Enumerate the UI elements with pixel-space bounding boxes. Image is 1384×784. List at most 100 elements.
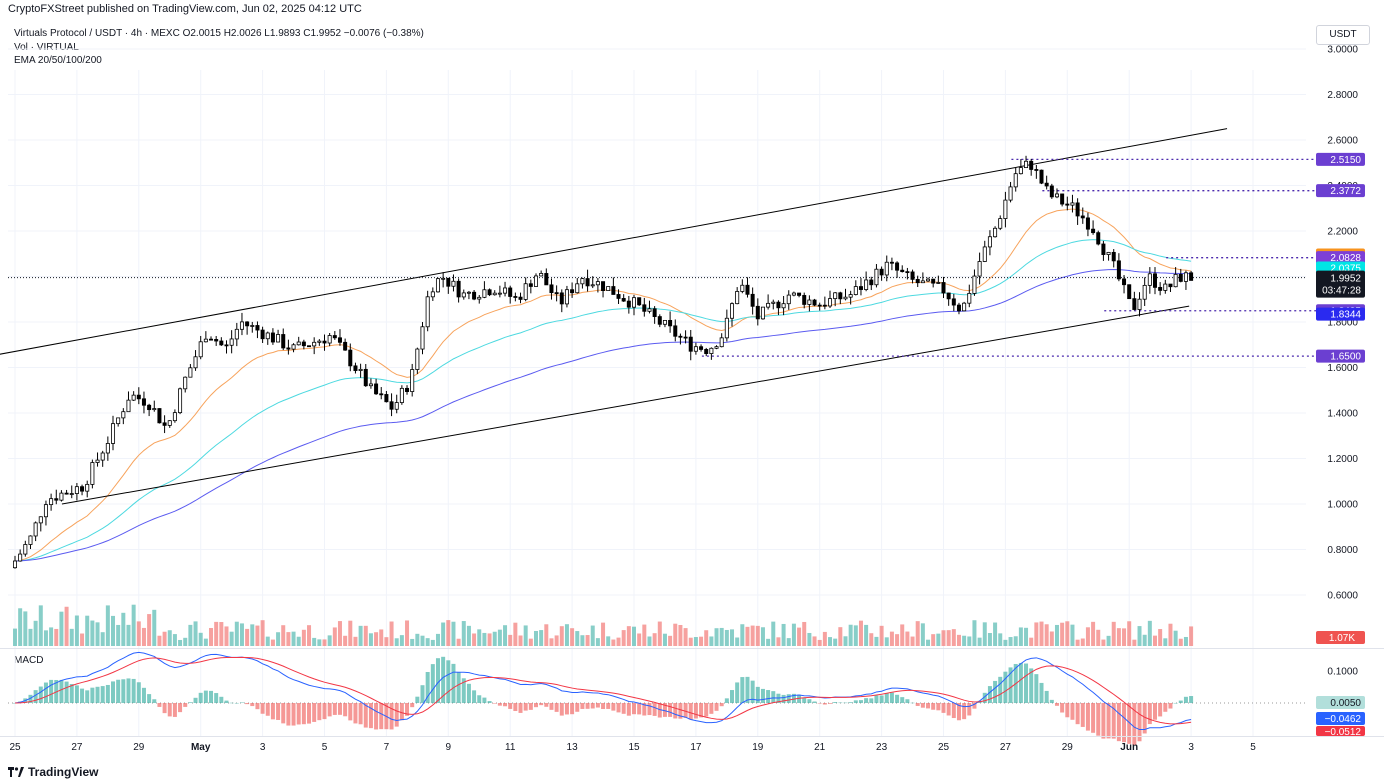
- candle-body: [1168, 283, 1173, 288]
- candle-body: [544, 273, 549, 286]
- macd-histogram-bar: [652, 703, 657, 716]
- price-tag: [1316, 349, 1365, 363]
- volume-bar: [482, 632, 487, 646]
- macd-indicator-label[interactable]: MACD: [14, 655, 44, 666]
- macd-histogram-bar: [198, 692, 203, 703]
- candle-body: [95, 459, 100, 463]
- macd-histogram-bar: [1142, 703, 1147, 734]
- macd-histogram-bar: [513, 703, 518, 712]
- candle-body: [1018, 167, 1023, 175]
- tradingview-footer[interactable]: TradingView: [8, 765, 98, 780]
- time-tick-label: May: [191, 742, 211, 753]
- volume-bar: [389, 621, 394, 646]
- volume-bar: [415, 633, 420, 646]
- volume-bar: [157, 635, 162, 646]
- volume-bar: [162, 631, 167, 646]
- macd-histogram-bar: [214, 693, 219, 703]
- candle-body: [1013, 173, 1018, 188]
- candle-body: [415, 348, 420, 370]
- volume-bar: [766, 638, 771, 646]
- macd-histogram-bar: [136, 682, 141, 703]
- macd-histogram-bar: [1116, 703, 1121, 742]
- macd-histogram-bar: [172, 703, 177, 717]
- candle-body: [956, 304, 961, 312]
- macd-histogram-bar: [755, 686, 760, 703]
- candle-body: [286, 347, 291, 350]
- volume-bar: [33, 620, 38, 646]
- macd-histogram-bar: [647, 703, 652, 716]
- volume-bar: [317, 639, 322, 646]
- candle-body: [972, 275, 977, 294]
- volume-bar: [683, 628, 688, 646]
- volume-bar: [745, 626, 750, 646]
- macd-histogram-bar: [987, 686, 992, 703]
- volume-bar: [838, 627, 843, 646]
- volume-bar: [936, 633, 941, 646]
- volume-bar: [544, 624, 549, 646]
- macd-histogram-bar: [162, 703, 167, 714]
- volume-bar: [559, 626, 564, 646]
- candle-body: [533, 275, 538, 287]
- candle-body: [745, 284, 750, 295]
- symbol-ohlc-line[interactable]: Virtuals Protocol / USDT · 4h · MEXC O2.…: [14, 28, 424, 39]
- volume-bar: [90, 620, 95, 646]
- macd-histogram-bar: [1034, 674, 1039, 703]
- ema-indicator-label[interactable]: EMA 20/50/100/200: [14, 55, 102, 66]
- macd-histogram-bar: [915, 703, 920, 706]
- macd-histogram-bar: [111, 681, 116, 703]
- volume-bar: [709, 636, 714, 646]
- volume-bar: [178, 639, 183, 646]
- volume-bar: [900, 624, 905, 646]
- volume-bar: [621, 630, 626, 646]
- macd-histogram-bar: [1137, 703, 1142, 742]
- volume-bar: [353, 636, 358, 646]
- volume-bar: [972, 620, 977, 646]
- macd-histogram-bar: [33, 690, 38, 703]
- volume-bar: [730, 629, 735, 646]
- macd-histogram-bar: [1173, 702, 1178, 704]
- macd-histogram-bar: [353, 703, 358, 724]
- candle-body: [683, 336, 688, 339]
- volume-bar: [822, 631, 827, 646]
- candle-body: [162, 422, 167, 426]
- volume-bar: [884, 637, 889, 646]
- macd-histogram-bar: [405, 703, 410, 716]
- currency-button[interactable]: USDT: [1316, 25, 1370, 45]
- volume-bar: [172, 634, 177, 646]
- macd-line-tag-label: −0.0462: [1325, 714, 1362, 725]
- volume-bar: [379, 629, 384, 646]
- volume-bar: [704, 630, 709, 646]
- candle-body: [513, 296, 518, 298]
- macd-histogram-bar: [828, 703, 833, 704]
- candle-body: [38, 516, 43, 524]
- macd-histogram-bar: [719, 703, 724, 707]
- volume-indicator-label[interactable]: Vol · VIRTUAL: [14, 41, 79, 53]
- candle-body: [389, 401, 394, 410]
- volume-bar: [425, 638, 430, 646]
- ema-100-line: [14, 268, 1192, 562]
- volume-bar: [1101, 639, 1106, 646]
- candle-body: [126, 399, 131, 413]
- candle-body: [1070, 202, 1075, 206]
- volume-bar: [1178, 638, 1183, 646]
- candle-body: [838, 292, 843, 300]
- candle-body: [595, 281, 600, 286]
- macd-histogram-bar: [1060, 703, 1065, 713]
- macd-histogram-bar: [1168, 703, 1173, 709]
- volume-bar: [270, 639, 275, 646]
- macd-histogram-bar: [931, 703, 936, 710]
- macd-histogram-bar: [250, 703, 255, 707]
- macd-histogram-bar: [1080, 703, 1085, 727]
- macd-histogram-bar: [183, 703, 188, 707]
- macd-histogram-bar: [291, 703, 296, 726]
- candle-body: [399, 387, 404, 403]
- candle-body: [611, 286, 616, 295]
- macd-histogram-bar: [864, 698, 869, 703]
- candle-body: [111, 423, 116, 444]
- macd-histogram-bar: [750, 680, 755, 703]
- volume-bar: [719, 627, 724, 646]
- candlesticks: [12, 155, 1194, 569]
- macd-signal-tag: [1316, 726, 1365, 736]
- macd-signal-tag-label: −0.0512: [1325, 727, 1362, 738]
